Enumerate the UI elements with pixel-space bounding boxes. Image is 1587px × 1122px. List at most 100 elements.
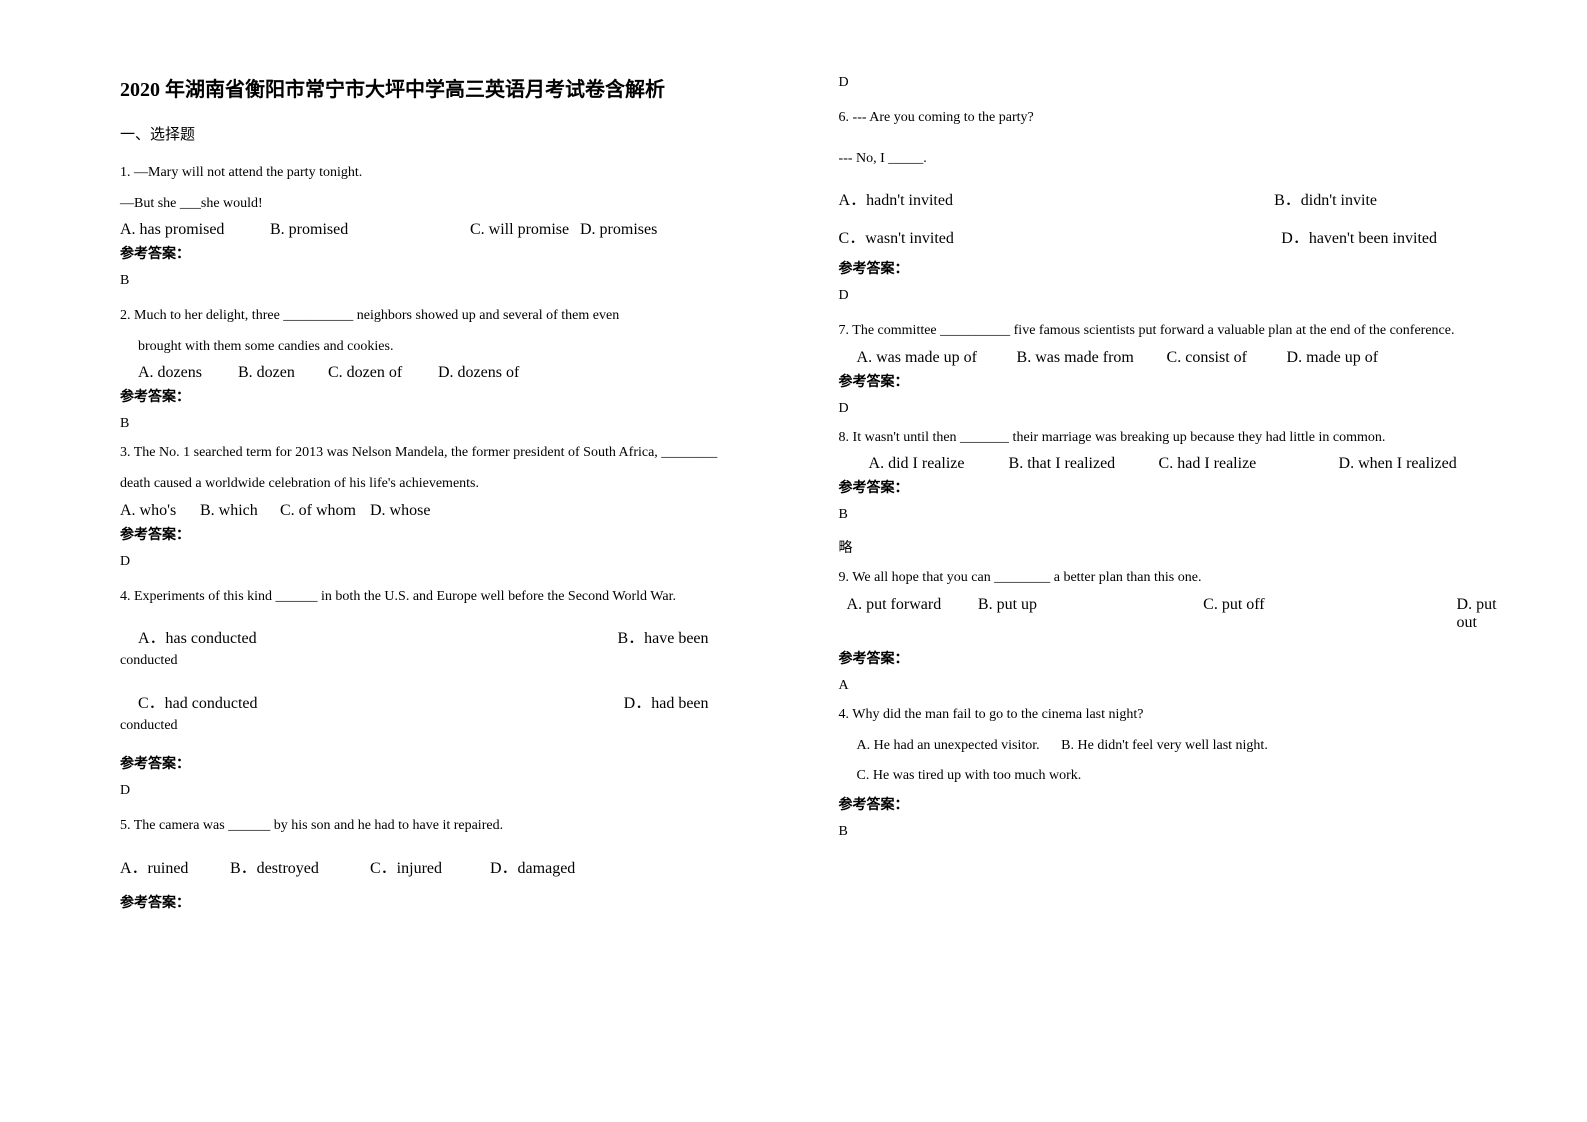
answer-text: D	[839, 288, 1517, 304]
question-text: brought with them some candies and cooki…	[120, 334, 789, 361]
option-b: B. promised	[270, 221, 470, 239]
option-b: B．destroyed	[230, 854, 370, 878]
option-d: D．haven't been invited	[1281, 224, 1437, 248]
option-row: A．has conducted B．have been	[120, 624, 789, 648]
option-b: B. which	[200, 502, 280, 520]
question-text: 5. The camera was ______ by his son and …	[120, 813, 789, 840]
option-row: A. did I realize B. that I realized C. h…	[839, 455, 1517, 473]
option-row: C．had conducted D．had been	[120, 689, 789, 713]
option-d: D. when I realized	[1339, 455, 1457, 473]
answer-label: 参考答案：	[120, 524, 789, 544]
option-row: A．ruined B．destroyed C．injured D．damaged	[120, 854, 789, 878]
question-block: 4. Experiments of this kind ______ in bo…	[120, 584, 789, 800]
option-c: C. He was tired up with too much work.	[839, 763, 1517, 790]
answer-text: B	[120, 416, 789, 432]
question-block: 3. The No. 1 searched term for 2013 was …	[120, 440, 789, 569]
question-block: 2. Much to her delight, three __________…	[120, 303, 789, 432]
option-c: C．had conducted	[120, 689, 258, 713]
option-a: A. has promised	[120, 221, 270, 239]
question-block: 6. --- Are you coming to the party? --- …	[839, 105, 1517, 304]
question-text: 8. It wasn't until then _______ their ma…	[839, 425, 1517, 452]
option-d: D．had been	[624, 689, 709, 713]
option-row: A. put forward B. put up C. put off D. p…	[839, 596, 1517, 632]
answer-text: D	[839, 75, 1517, 91]
answer-text: B	[839, 824, 1517, 840]
question-text: 9. We all hope that you can ________ a b…	[839, 565, 1517, 592]
question-text: —But she ___she would!	[120, 191, 789, 218]
note-text: 略	[839, 537, 1517, 557]
option-d-cont: conducted	[120, 713, 789, 740]
option-d: D. promises	[580, 221, 657, 239]
option-row: A. He had an unexpected visitor. B. He d…	[839, 733, 1517, 760]
option-a: A．hadn't invited	[839, 186, 953, 210]
option-c: C. of whom	[280, 502, 370, 520]
option-c: C．injured	[370, 854, 490, 878]
question-block: 9. We all hope that you can ________ a b…	[839, 565, 1517, 694]
question-text: 7. The committee __________ five famous …	[839, 318, 1517, 345]
question-text: 6. --- Are you coming to the party?	[839, 105, 1517, 132]
question-text: 1. —Mary will not attend the party tonig…	[120, 160, 789, 187]
answer-label: 参考答案：	[839, 794, 1517, 814]
option-a: A. dozens	[138, 364, 238, 382]
option-b: B. put up	[978, 596, 1203, 632]
answer-label: 参考答案：	[120, 386, 789, 406]
option-row: A. has promised B. promised C. will prom…	[120, 221, 789, 239]
option-a: A．ruined	[120, 854, 230, 878]
option-b-cont: conducted	[120, 648, 789, 675]
left-column: 2020 年湖南省衡阳市常宁市大坪中学高三英语月考试卷含解析 一、选择题 1. …	[100, 75, 819, 1082]
question-block: 1. —Mary will not attend the party tonig…	[120, 160, 789, 289]
option-row: C．wasn't invited D．haven't been invited	[839, 224, 1517, 248]
option-row: A. was made up of B. was made from C. co…	[839, 349, 1517, 367]
answer-text: D	[839, 401, 1517, 417]
question-text: death caused a worldwide celebration of …	[120, 471, 789, 498]
question-block: 5. The camera was ______ by his son and …	[120, 813, 789, 912]
option-row: A. who's B. which C. of whom D. whose	[120, 502, 789, 520]
section-header: 一、选择题	[120, 123, 789, 144]
answer-text: D	[120, 783, 789, 799]
answer-text: B	[120, 273, 789, 289]
question-text: --- No, I _____.	[839, 146, 1517, 173]
option-d: D. dozens of	[438, 364, 519, 382]
question-text: 3. The No. 1 searched term for 2013 was …	[120, 440, 789, 467]
option-c: C．wasn't invited	[839, 224, 954, 248]
option-b: B. dozen	[238, 364, 328, 382]
option-b: B. He didn't feel very well last night.	[1061, 738, 1268, 753]
right-column: D 6. --- Are you coming to the party? --…	[819, 75, 1537, 1082]
option-a: A. did I realize	[869, 455, 1009, 473]
answer-label: 参考答案：	[120, 753, 789, 773]
option-a: A. He had an unexpected visitor.	[857, 738, 1040, 753]
option-row: A. dozens B. dozen C. dozen of D. dozens…	[120, 364, 789, 382]
answer-label: 参考答案：	[120, 243, 789, 263]
answer-text: B	[839, 507, 1517, 523]
answer-label: 参考答案：	[839, 371, 1517, 391]
answer-label: 参考答案：	[839, 477, 1517, 497]
option-a: A. put forward	[847, 596, 978, 632]
question-text: 4. Experiments of this kind ______ in bo…	[120, 584, 789, 611]
option-a: A. was made up of	[857, 349, 1017, 367]
option-b: B. was made from	[1017, 349, 1167, 367]
question-block: 8. It wasn't until then _______ their ma…	[839, 425, 1517, 558]
option-a: A. who's	[120, 502, 200, 520]
option-d: D. put out	[1457, 596, 1517, 632]
question-text: 2. Much to her delight, three __________…	[120, 303, 789, 330]
page-title: 2020 年湖南省衡阳市常宁市大坪中学高三英语月考试卷含解析	[120, 75, 789, 105]
option-c: C. will promise	[470, 221, 580, 239]
option-c: C. put off	[1203, 596, 1456, 632]
option-b: B. that I realized	[1009, 455, 1159, 473]
option-c: C. consist of	[1167, 349, 1287, 367]
answer-label: 参考答案：	[120, 892, 789, 912]
option-d: D．damaged	[490, 854, 575, 878]
option-d: D. whose	[370, 502, 430, 520]
answer-label: 参考答案：	[839, 648, 1517, 668]
question-block: 4. Why did the man fail to go to the cin…	[839, 702, 1517, 840]
answer-text: A	[839, 678, 1517, 694]
option-b: B．have been	[617, 624, 708, 648]
answer-text: D	[120, 554, 789, 570]
option-c: C. dozen of	[328, 364, 438, 382]
option-d: D. made up of	[1287, 349, 1379, 367]
question-block: 7. The committee __________ five famous …	[839, 318, 1517, 417]
option-a: A．has conducted	[120, 624, 257, 648]
question-text: 4. Why did the man fail to go to the cin…	[839, 702, 1517, 729]
option-row: A．hadn't invited B．didn't invite	[839, 186, 1517, 210]
option-b: B．didn't invite	[1274, 186, 1377, 210]
